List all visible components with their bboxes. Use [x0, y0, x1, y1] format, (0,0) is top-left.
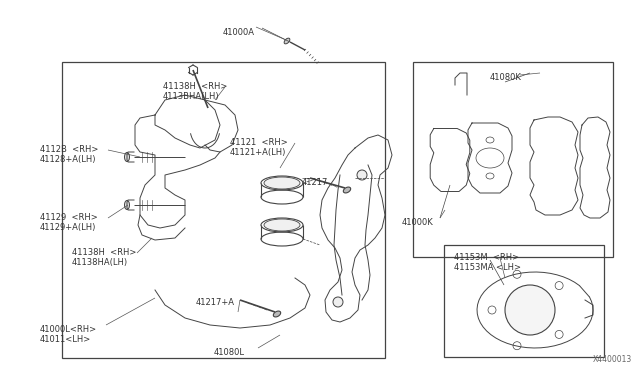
Circle shape: [357, 170, 367, 180]
Text: 41080L: 41080L: [214, 348, 245, 357]
Ellipse shape: [273, 311, 281, 317]
Text: X4400013: X4400013: [593, 355, 632, 364]
Circle shape: [555, 330, 563, 339]
Text: 41138H  <RH>: 41138H <RH>: [163, 82, 227, 91]
Circle shape: [333, 297, 343, 307]
Ellipse shape: [343, 187, 351, 193]
Text: 41000K: 41000K: [402, 218, 434, 227]
Text: 41217+A: 41217+A: [196, 298, 235, 307]
Circle shape: [488, 306, 496, 314]
Text: 41080K: 41080K: [490, 73, 522, 82]
Ellipse shape: [284, 38, 290, 44]
Text: 41000L<RH>: 41000L<RH>: [40, 325, 97, 334]
Ellipse shape: [125, 201, 129, 209]
Bar: [444, 245, 604, 357]
Text: 4113BHA(LH): 4113BHA(LH): [163, 92, 220, 101]
Text: 41011<LH>: 41011<LH>: [40, 335, 92, 344]
Ellipse shape: [264, 177, 300, 189]
Text: 41128+A(LH): 41128+A(LH): [40, 155, 97, 164]
Circle shape: [513, 270, 521, 278]
Circle shape: [513, 342, 521, 350]
Ellipse shape: [264, 219, 300, 231]
Text: 41121  <RH>: 41121 <RH>: [230, 138, 288, 147]
Text: 41217: 41217: [302, 178, 328, 187]
Text: 41121+A(LH): 41121+A(LH): [230, 148, 286, 157]
Text: 41138HA(LH): 41138HA(LH): [72, 258, 128, 267]
Text: 41153M  <RH>: 41153M <RH>: [454, 253, 519, 262]
Text: 41153MA <LH>: 41153MA <LH>: [454, 263, 521, 272]
Text: 41129  <RH>: 41129 <RH>: [40, 213, 98, 222]
Bar: [62, 62, 385, 358]
Bar: [413, 62, 613, 257]
Circle shape: [555, 282, 563, 289]
Text: 41000A: 41000A: [223, 28, 255, 37]
Circle shape: [505, 285, 555, 335]
Text: 41129+A(LH): 41129+A(LH): [40, 223, 97, 232]
Text: 41138H  <RH>: 41138H <RH>: [72, 248, 136, 257]
Ellipse shape: [125, 153, 129, 161]
Text: 4112B  <RH>: 4112B <RH>: [40, 145, 99, 154]
